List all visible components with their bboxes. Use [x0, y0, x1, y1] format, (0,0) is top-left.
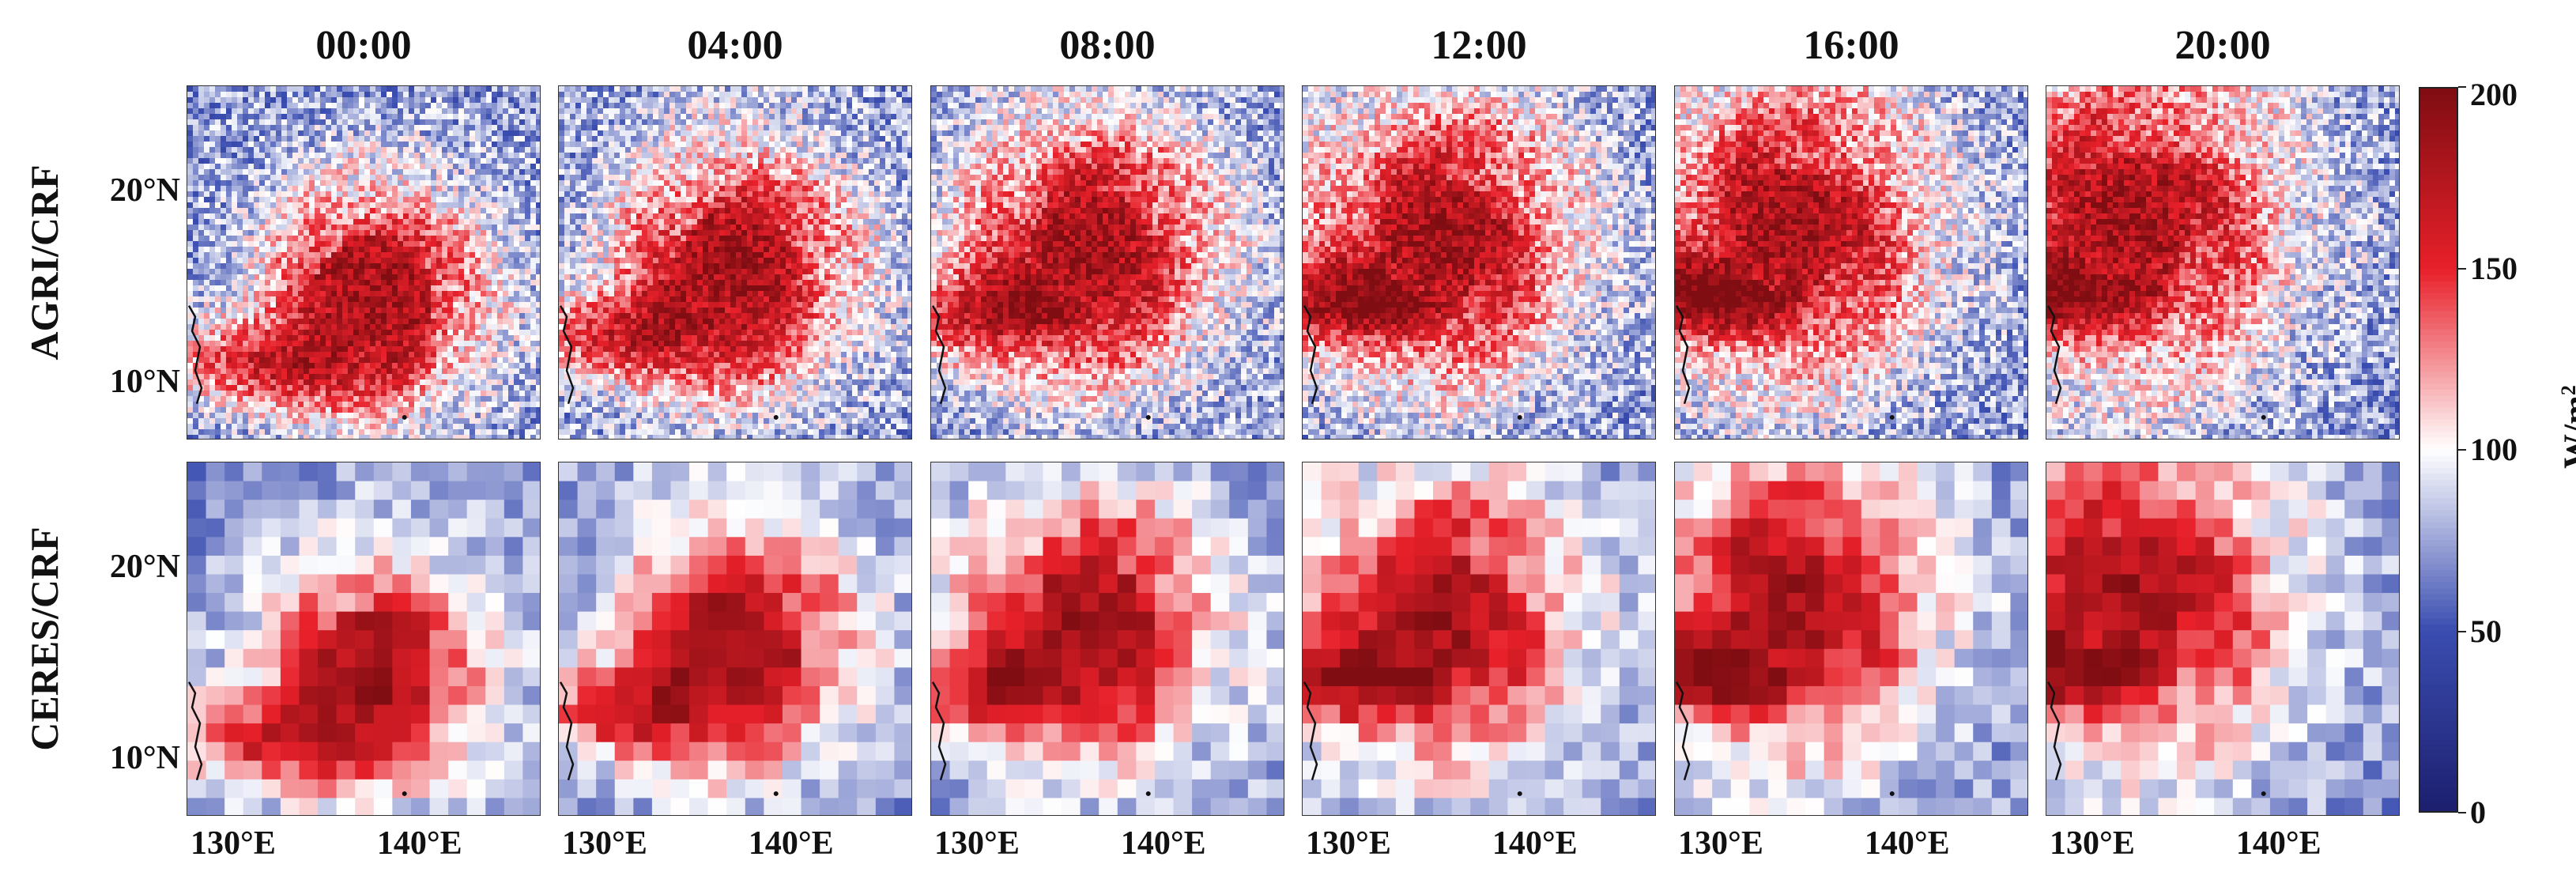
coastline-icon	[931, 305, 947, 405]
island-icon	[1889, 791, 1895, 796]
lon-tick-label: 130°E	[1642, 824, 1800, 863]
lon-tick-label: 140°E	[341, 824, 499, 863]
colorbar-tick-label: 100	[2470, 431, 2565, 469]
row-label: AGRI/CRF	[17, 104, 72, 421]
time-label: 08:00	[930, 17, 1284, 74]
time-label: 16:00	[1674, 17, 2028, 74]
lat-tick-label: 20°N	[70, 171, 180, 210]
coastline-icon	[559, 681, 575, 781]
colorbar-tick	[2458, 449, 2466, 451]
ceres-crf-panel	[558, 462, 912, 816]
colorbar-tick	[2458, 812, 2466, 813]
lat-tick-label: 10°N	[70, 362, 180, 402]
coastline-icon	[1303, 681, 1318, 781]
island-icon	[1889, 414, 1895, 420]
island-icon	[2261, 791, 2266, 796]
lat-tick-label: 20°N	[70, 547, 180, 587]
ceres-crf-panel	[2046, 462, 2400, 816]
coastline-icon	[2046, 305, 2062, 405]
island-icon	[773, 414, 779, 420]
coastline-icon	[187, 681, 203, 781]
time-label: 00:00	[187, 17, 541, 74]
colorbar-unit-label: W/m2	[2545, 348, 2576, 506]
agri-crf-panel	[558, 85, 912, 440]
island-icon	[1517, 414, 1522, 420]
unit-superscript: 2	[2557, 385, 2576, 395]
colorbar-tick-label: 50	[2470, 613, 2565, 651]
lat-tick-label: 10°N	[70, 738, 180, 778]
lon-tick-label: 130°E	[154, 824, 312, 863]
lon-tick-label: 130°E	[898, 824, 1056, 863]
island-icon	[773, 791, 779, 796]
colorbar	[2419, 87, 2458, 813]
agri-crf-panel	[930, 85, 1284, 440]
agri-crf-panel	[1674, 85, 2028, 440]
agri-crf-panel	[1302, 85, 1656, 440]
coastline-icon	[559, 305, 575, 405]
coastline-icon	[1675, 681, 1691, 781]
ceres-crf-panel	[1674, 462, 2028, 816]
unit-text: W/m	[2557, 395, 2576, 469]
colorbar-tick-label: 200	[2470, 76, 2565, 114]
lon-tick-label: 130°E	[2013, 824, 2171, 863]
coastline-icon	[1675, 305, 1691, 405]
coastline-icon	[187, 305, 203, 405]
coastline-icon	[931, 681, 947, 781]
island-icon	[1145, 414, 1151, 420]
agri-crf-panel	[187, 85, 541, 440]
lon-tick-label: 140°E	[1456, 824, 1614, 863]
time-label: 04:00	[558, 17, 912, 74]
island-icon	[2261, 414, 2266, 420]
lon-tick-label: 140°E	[1084, 824, 1243, 863]
lon-tick-label: 140°E	[2200, 824, 2358, 863]
island-icon	[402, 414, 407, 420]
time-label: 20:00	[2046, 17, 2400, 74]
coastline-icon	[1303, 305, 1318, 405]
lon-tick-label: 130°E	[526, 824, 684, 863]
colorbar-tick	[2458, 630, 2466, 632]
lon-tick-label: 140°E	[712, 824, 870, 863]
colorbar-tick-label: 0	[2470, 794, 2565, 832]
ceres-crf-panel	[1302, 462, 1656, 816]
ceres-crf-panel	[187, 462, 541, 816]
island-icon	[1517, 791, 1522, 796]
agri-crf-panel	[2046, 85, 2400, 440]
coastline-icon	[2046, 681, 2062, 781]
colorbar-tick	[2458, 86, 2466, 88]
lon-tick-label: 130°E	[1269, 824, 1428, 863]
colorbar-tick	[2458, 267, 2466, 270]
time-label: 12:00	[1302, 17, 1656, 74]
island-icon	[1145, 791, 1151, 796]
row-label: CERES/CRF	[17, 481, 72, 797]
colorbar-tick-label: 150	[2470, 250, 2565, 288]
island-icon	[402, 791, 407, 796]
ceres-crf-panel	[930, 462, 1284, 816]
lon-tick-label: 140°E	[1828, 824, 1986, 863]
